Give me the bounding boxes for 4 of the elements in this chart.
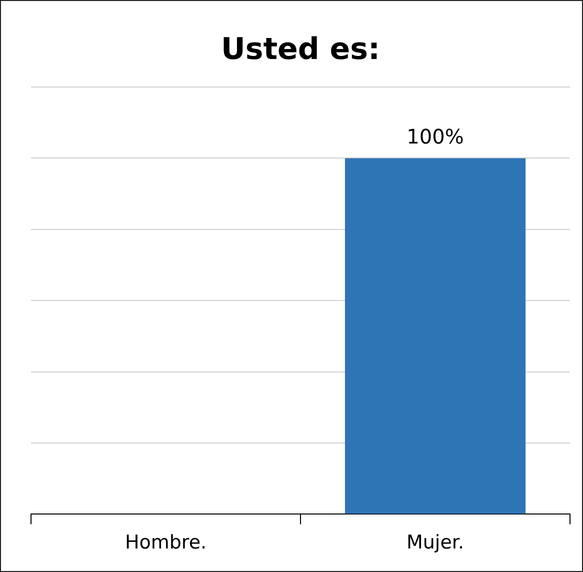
data-label: 100% [406, 124, 464, 148]
chart-title: Usted es: [220, 32, 380, 67]
x-tick-label: Mujer. [406, 532, 464, 554]
x-tick-label: Hombre. [124, 532, 207, 554]
